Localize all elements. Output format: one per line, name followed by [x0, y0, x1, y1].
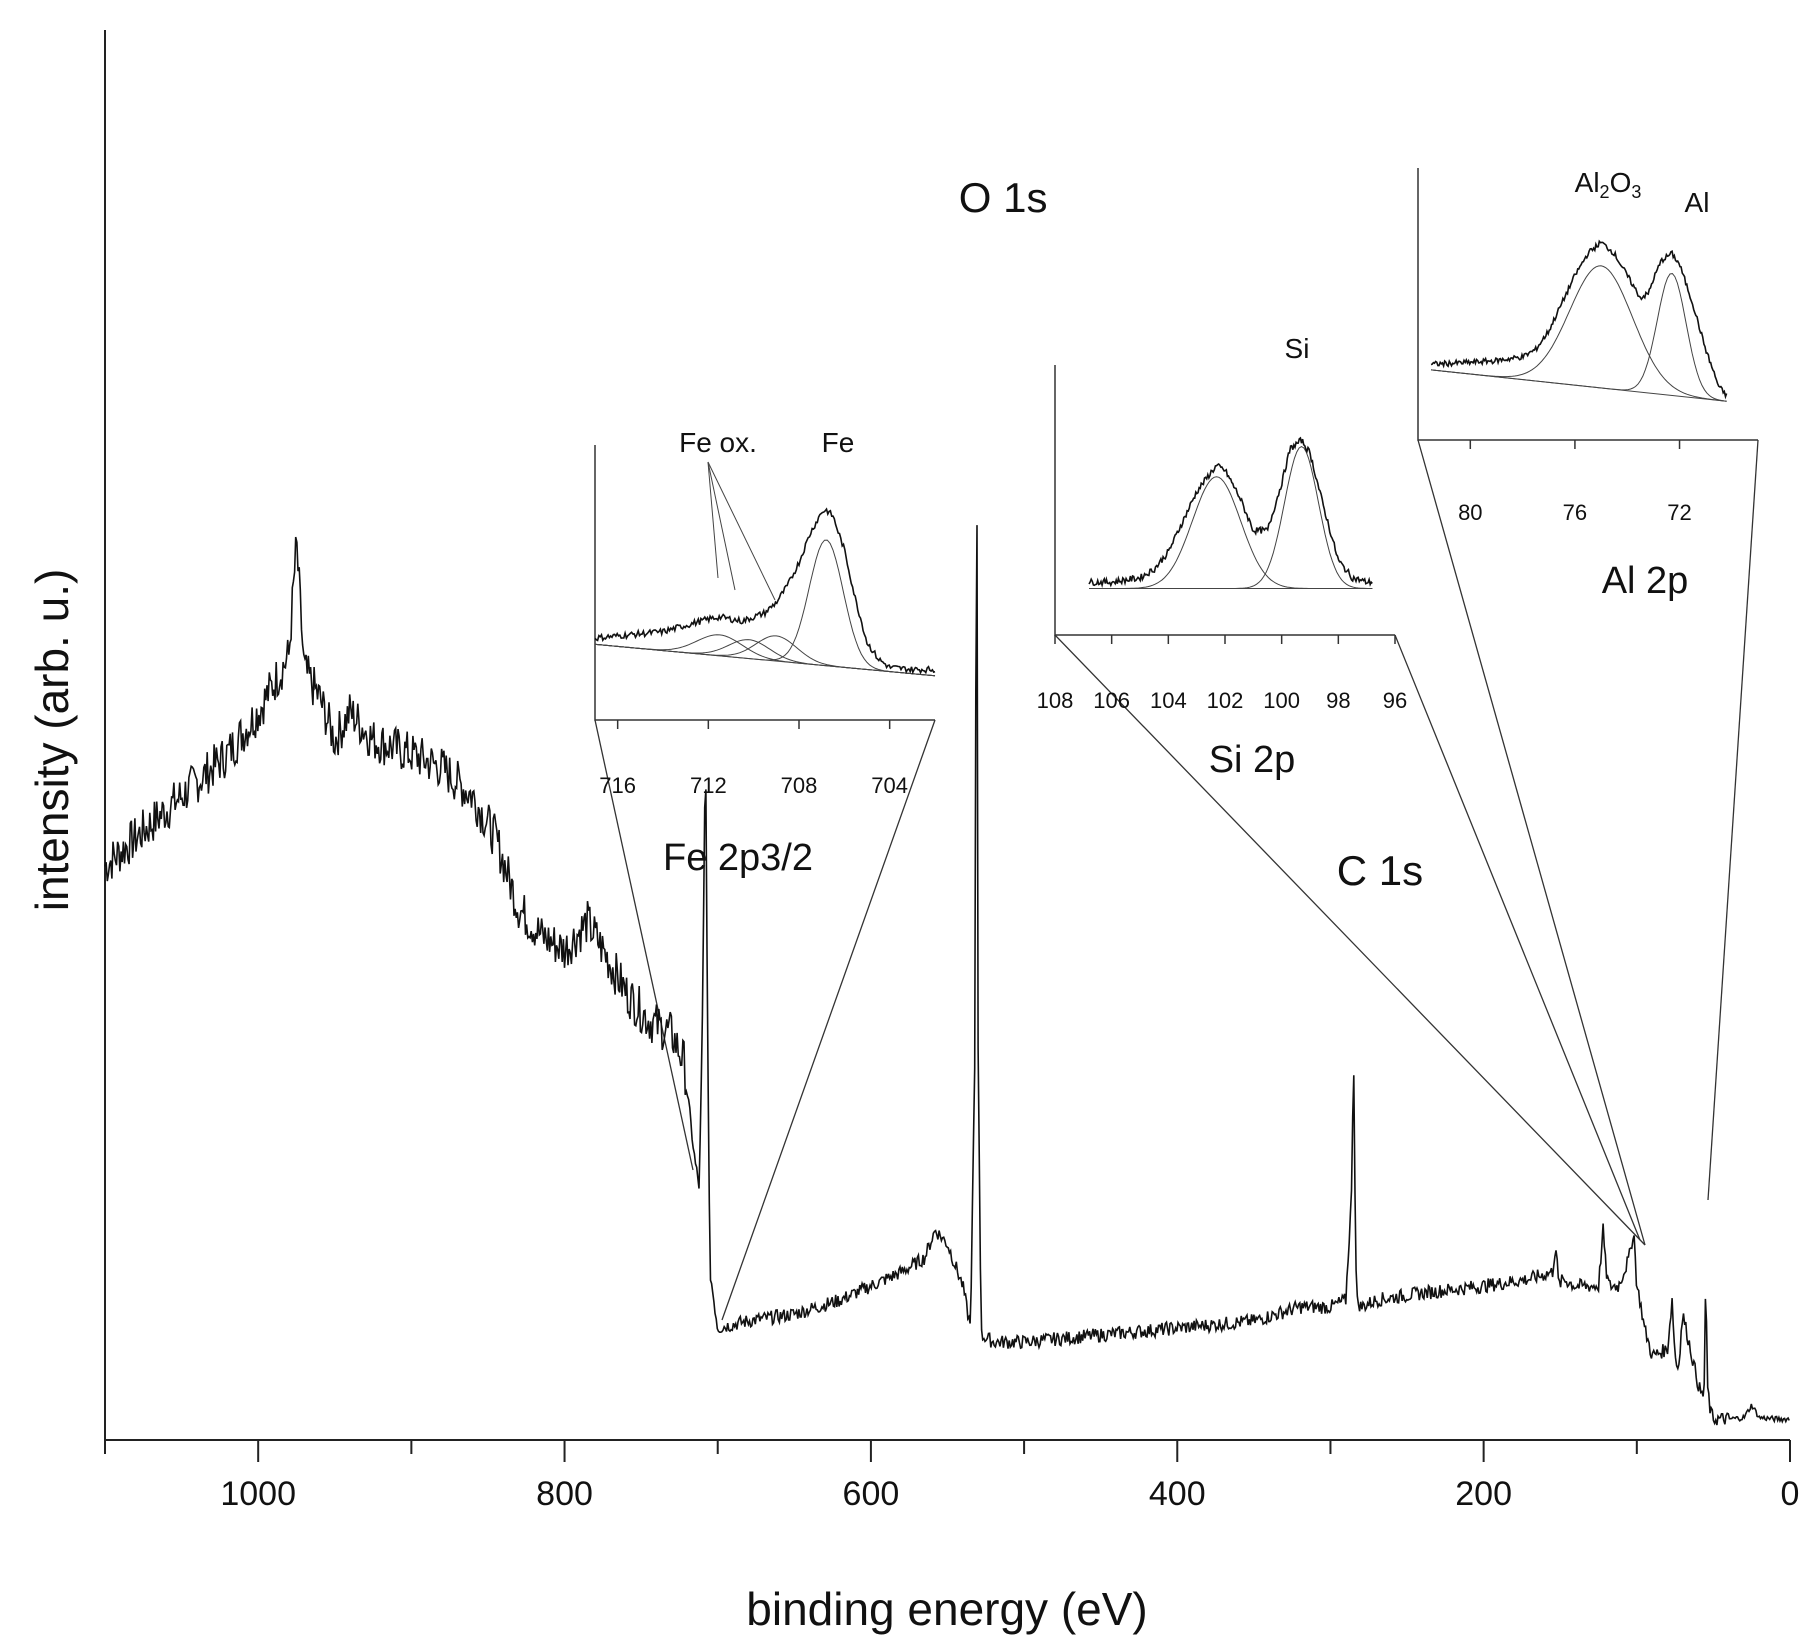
inset-tick-label: 716 [599, 773, 636, 798]
inset-zoom-connectors [594, 439, 1759, 1321]
inset-fe-2p: 716 712 708 704 Fe ox. Fe Fe 2p3/2 [594, 427, 936, 879]
fit-component-curve [1089, 446, 1373, 589]
x-tick-label: 200 [1455, 1475, 1512, 1513]
x-tick-label: 400 [1149, 1475, 1206, 1513]
inset-al-spectrum [1430, 239, 1728, 400]
x-axis-title: binding energy (eV) [746, 1583, 1147, 1635]
al2o3-sub-3: 3 [1631, 182, 1641, 202]
inset-al-axes [1417, 168, 1758, 441]
x-axis-tick-labels: 1000 800 600 400 200 0 [220, 1475, 1799, 1513]
fe-ox-pointer-3 [707, 461, 776, 601]
fit-component-curve [1431, 273, 1727, 402]
peak-label-c1s: C 1s [1337, 847, 1423, 894]
fit-component-curve [594, 634, 936, 677]
inset-al-peak-label-al2o3: Al2O3 [1575, 167, 1642, 202]
x-axis-ticks [104, 1440, 1791, 1462]
inset-tick-label: 98 [1326, 688, 1350, 713]
inset-al-2p: 80 76 72 Al2O3 Al Al 2p [1417, 167, 1758, 602]
inset-si-title: Si 2p [1209, 739, 1296, 781]
inset-fe-peak-label-feox: Fe ox. [679, 427, 757, 458]
fit-component-curve [1431, 265, 1727, 402]
al2o3-part-o: O [1610, 167, 1632, 198]
inset-tick-label: 76 [1563, 500, 1587, 525]
inset-fe-ticks: 716 712 708 704 [599, 720, 908, 798]
zoom-connector-line [721, 719, 936, 1321]
inset-si-fit-components [1089, 446, 1373, 589]
zoom-connector-line [1707, 439, 1759, 1201]
zoom-connector-line [594, 719, 694, 1171]
zoom-connector-line [1417, 439, 1646, 1246]
peak-label-o1s: O 1s [959, 174, 1048, 221]
inset-si-2p: 108 106 104 102 100 98 96 Si Si 2p [1037, 333, 1408, 781]
inset-tick-label: 96 [1383, 688, 1407, 713]
x-tick-label: 600 [843, 1475, 900, 1513]
inset-al-fit-components [1431, 265, 1727, 402]
inset-tick-label: 106 [1093, 688, 1130, 713]
inset-tick-label: 708 [781, 773, 818, 798]
inset-tick-label: 102 [1207, 688, 1244, 713]
x-tick-label: 1000 [220, 1475, 296, 1513]
inset-tick-label: 72 [1667, 500, 1691, 525]
inset-fe-peak-label-fe: Fe [822, 427, 855, 458]
y-axis-title: intensity (arb. u.) [26, 569, 78, 912]
x-tick-label: 800 [536, 1475, 593, 1513]
fit-component-curve [594, 539, 936, 677]
inset-fe-fit-components [594, 539, 936, 677]
survey-spectrum-line [104, 525, 1790, 1426]
al2o3-sub-2: 2 [1600, 182, 1610, 202]
al2o3-part-al: Al [1575, 167, 1600, 198]
inset-tick-label: 108 [1037, 688, 1074, 713]
fit-component-curve [594, 635, 936, 677]
inset-tick-label: 712 [690, 773, 727, 798]
inset-al-peak-label-al: Al [1685, 187, 1710, 218]
inset-fe-title: Fe 2p3/2 [663, 837, 813, 879]
inset-si-ticks: 108 106 104 102 100 98 96 [1037, 635, 1407, 713]
inset-fe-axes [594, 445, 935, 721]
zoom-connector-line [1394, 634, 1641, 1241]
fe-ox-pointer-2 [707, 461, 736, 591]
inset-al-title: Al 2p [1602, 560, 1689, 602]
inset-tick-label: 80 [1458, 500, 1482, 525]
inset-si-axes [1054, 365, 1395, 636]
inset-si-peak-label-si: Si [1285, 333, 1310, 364]
inset-si-spectrum [1088, 436, 1373, 589]
fe-ox-pointer-1 [707, 461, 719, 579]
inset-tick-label: 704 [871, 773, 908, 798]
inset-fe-spectrum [594, 507, 936, 675]
zoom-connector-line [1054, 634, 1646, 1246]
x-tick-label: 0 [1781, 1475, 1800, 1513]
inset-al-ticks: 80 76 72 [1458, 440, 1692, 525]
inset-tick-label: 104 [1150, 688, 1187, 713]
inset-tick-label: 100 [1263, 688, 1300, 713]
